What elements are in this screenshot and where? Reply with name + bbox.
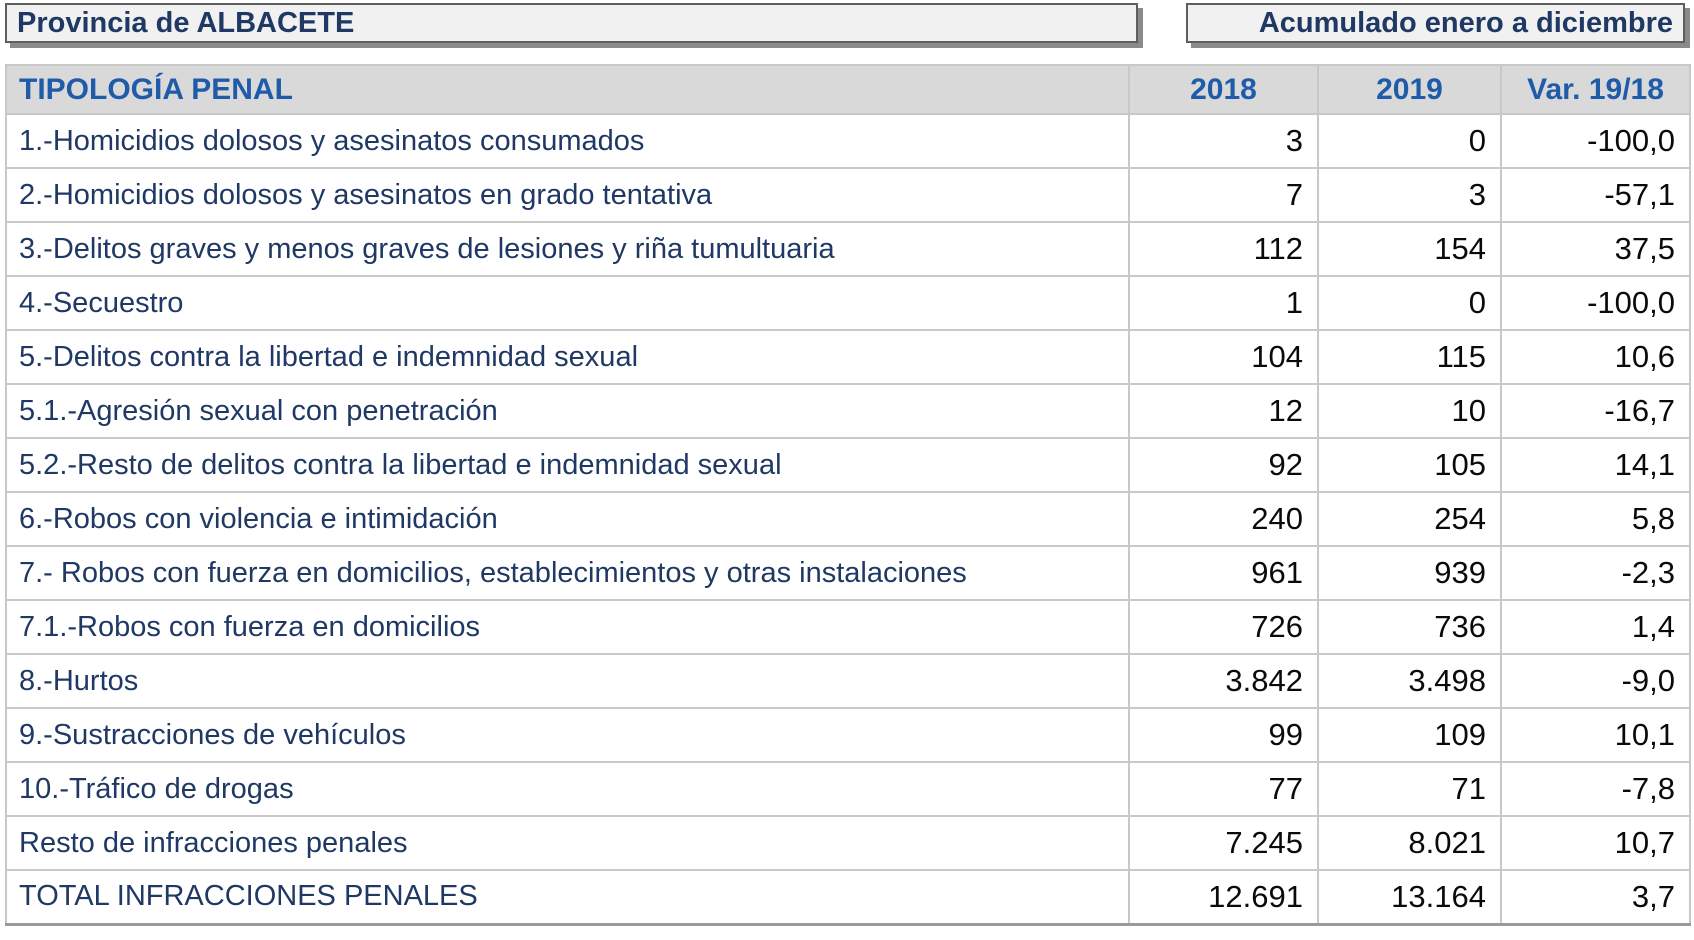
value-2019-cell: 109: [1317, 707, 1502, 763]
typology-cell: 10.-Tráfico de drogas: [5, 761, 1130, 817]
variation-cell: 1,4: [1500, 599, 1691, 655]
value-2018-cell: 961: [1128, 545, 1319, 601]
value-2019-cell: 10: [1317, 383, 1502, 439]
table-row: 2.-Homicidios dolosos y asesinatos en gr…: [5, 167, 1691, 223]
variation-cell: 37,5: [1500, 221, 1691, 277]
table-body: 1.-Homicidios dolosos y asesinatos consu…: [5, 113, 1691, 925]
table-row: TOTAL INFRACCIONES PENALES 12.691 13.164…: [5, 869, 1691, 925]
value-2019-cell: 939: [1317, 545, 1502, 601]
typology-cell: 5.1.-Agresión sexual con penetración: [5, 383, 1130, 439]
value-2018-cell: 1: [1128, 275, 1319, 331]
typology-cell: 5.-Delitos contra la libertad e indemnid…: [5, 329, 1130, 385]
table-row: 9.-Sustracciones de vehículos 99 109 10,…: [5, 707, 1691, 763]
typology-cell: 1.-Homicidios dolosos y asesinatos consu…: [5, 113, 1130, 169]
value-2018-cell: 112: [1128, 221, 1319, 277]
variation-cell: -2,3: [1500, 545, 1691, 601]
variation-cell: 10,7: [1500, 815, 1691, 871]
value-2019-cell: 0: [1317, 113, 1502, 169]
typology-cell: TOTAL INFRACCIONES PENALES: [5, 869, 1130, 925]
table-header-row: TIPOLOGÍA PENAL 2018 2019 Var. 19/18: [5, 64, 1691, 115]
variation-cell: 10,1: [1500, 707, 1691, 763]
table-row: 6.-Robos con violencia e intimidación 24…: [5, 491, 1691, 547]
crime-statistics-table: TIPOLOGÍA PENAL 2018 2019 Var. 19/18 1.-…: [5, 64, 1691, 926]
typology-cell: 6.-Robos con violencia e intimidación: [5, 491, 1130, 547]
value-2019-cell: 0: [1317, 275, 1502, 331]
value-2019-cell: 13.164: [1317, 869, 1502, 925]
typology-cell: 3.-Delitos graves y menos graves de lesi…: [5, 221, 1130, 277]
value-2018-cell: 7.245: [1128, 815, 1319, 871]
year-2018-column-header: 2018: [1128, 64, 1319, 115]
value-2019-cell: 3.498: [1317, 653, 1502, 709]
value-2018-cell: 104: [1128, 329, 1319, 385]
typology-cell: 8.-Hurtos: [5, 653, 1130, 709]
period-header-box: Acumulado enero a diciembre: [1186, 3, 1685, 43]
value-2019-cell: 254: [1317, 491, 1502, 547]
typology-cell: Resto de infracciones penales: [5, 815, 1130, 871]
value-2019-cell: 105: [1317, 437, 1502, 493]
variation-cell: -9,0: [1500, 653, 1691, 709]
table-row: 5.2.-Resto de delitos contra la libertad…: [5, 437, 1691, 493]
typology-cell: 5.2.-Resto de delitos contra la libertad…: [5, 437, 1130, 493]
value-2018-cell: 3.842: [1128, 653, 1319, 709]
province-header-label: Provincia de ALBACETE: [17, 6, 355, 39]
typology-cell: 7.- Robos con fuerza en domicilios, esta…: [5, 545, 1130, 601]
period-header-label: Acumulado enero a diciembre: [1258, 6, 1673, 39]
province-header-box: Provincia de ALBACETE: [5, 3, 1138, 43]
variation-cell: 3,7: [1500, 869, 1691, 925]
typology-cell: 9.-Sustracciones de vehículos: [5, 707, 1130, 763]
typology-cell: 2.-Homicidios dolosos y asesinatos en gr…: [5, 167, 1130, 223]
value-2019-cell: 115: [1317, 329, 1502, 385]
value-2019-cell: 8.021: [1317, 815, 1502, 871]
value-2018-cell: 99: [1128, 707, 1319, 763]
variation-cell: 5,8: [1500, 491, 1691, 547]
variation-cell: -7,8: [1500, 761, 1691, 817]
year-2019-column-header: 2019: [1317, 64, 1502, 115]
table-row: 5.1.-Agresión sexual con penetración 12 …: [5, 383, 1691, 439]
variation-cell: 10,6: [1500, 329, 1691, 385]
table-row: 1.-Homicidios dolosos y asesinatos consu…: [5, 113, 1691, 169]
value-2019-cell: 736: [1317, 599, 1502, 655]
value-2018-cell: 726: [1128, 599, 1319, 655]
value-2018-cell: 77: [1128, 761, 1319, 817]
variation-cell: -100,0: [1500, 113, 1691, 169]
value-2019-cell: 71: [1317, 761, 1502, 817]
table-row: 8.-Hurtos 3.842 3.498 -9,0: [5, 653, 1691, 709]
table-row: 3.-Delitos graves y menos graves de lesi…: [5, 221, 1691, 277]
variation-column-header: Var. 19/18: [1500, 64, 1691, 115]
typology-cell: 4.-Secuestro: [5, 275, 1130, 331]
table-row: Resto de infracciones penales 7.245 8.02…: [5, 815, 1691, 871]
variation-cell: -57,1: [1500, 167, 1691, 223]
table-row: 4.-Secuestro 1 0 -100,0: [5, 275, 1691, 331]
value-2018-cell: 7: [1128, 167, 1319, 223]
variation-cell: 14,1: [1500, 437, 1691, 493]
table-row: 5.-Delitos contra la libertad e indemnid…: [5, 329, 1691, 385]
value-2018-cell: 92: [1128, 437, 1319, 493]
typology-column-header: TIPOLOGÍA PENAL: [5, 64, 1130, 115]
table-row: 7.- Robos con fuerza en domicilios, esta…: [5, 545, 1691, 601]
value-2018-cell: 12.691: [1128, 869, 1319, 925]
variation-cell: -16,7: [1500, 383, 1691, 439]
table-row: 7.1.-Robos con fuerza en domicilios 726 …: [5, 599, 1691, 655]
variation-cell: -100,0: [1500, 275, 1691, 331]
table-row: 10.-Tráfico de drogas 77 71 -7,8: [5, 761, 1691, 817]
typology-cell: 7.1.-Robos con fuerza en domicilios: [5, 599, 1130, 655]
value-2019-cell: 3: [1317, 167, 1502, 223]
value-2019-cell: 154: [1317, 221, 1502, 277]
value-2018-cell: 240: [1128, 491, 1319, 547]
value-2018-cell: 3: [1128, 113, 1319, 169]
value-2018-cell: 12: [1128, 383, 1319, 439]
